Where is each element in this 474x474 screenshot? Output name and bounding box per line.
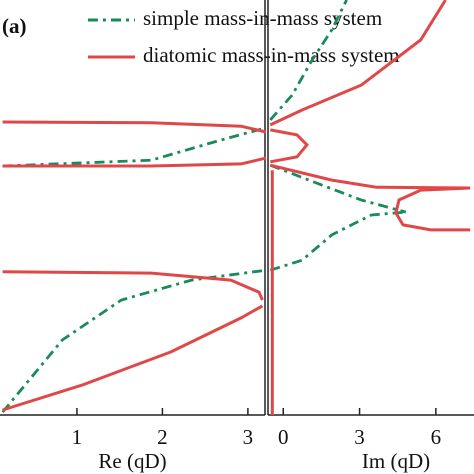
- x-tick-label: 3: [354, 425, 365, 449]
- x-tick-label: 3: [243, 425, 254, 449]
- x-axis-label: Im (qD): [362, 449, 430, 473]
- series-line: [269, 0, 471, 415]
- legend-label: simple mass-in-mass system: [143, 6, 382, 30]
- series-line: [269, 0, 407, 272]
- x-tick-label: 1: [72, 425, 83, 449]
- x-tick-label: 6: [431, 425, 442, 449]
- x-tick-label: 2: [157, 425, 168, 449]
- legend-label: diatomic mass-in-mass system: [143, 43, 400, 67]
- panel-label: (a): [2, 14, 27, 38]
- series-line: [1, 126, 267, 413]
- x-tick-label: 0: [278, 425, 289, 449]
- series-line: [2, 120, 267, 412]
- x-axis-label: Re (qD): [98, 449, 166, 473]
